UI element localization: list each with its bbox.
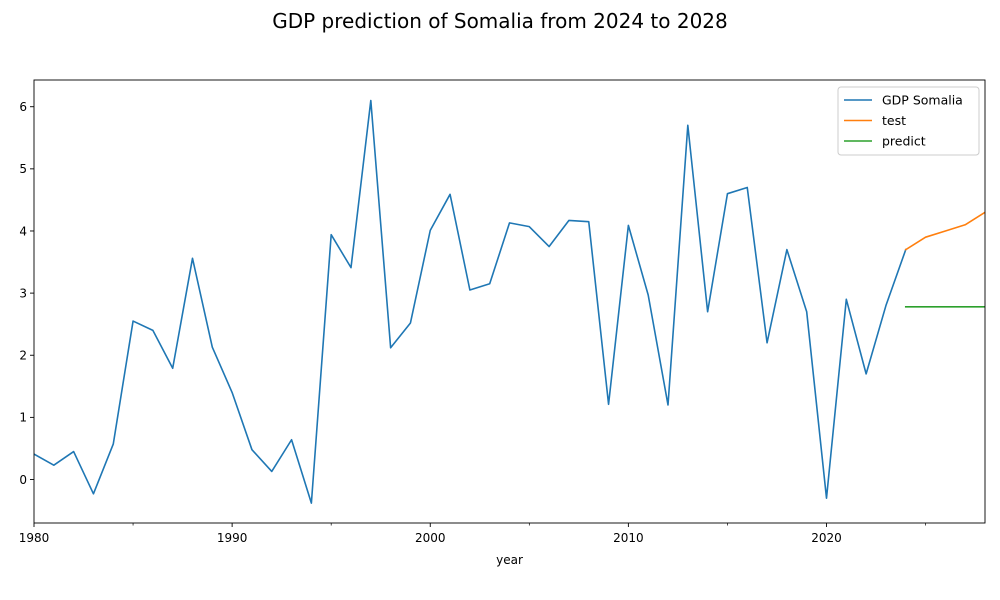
legend-label: GDP Somalia	[882, 93, 963, 108]
series-line-gdp-somalia	[34, 99, 907, 504]
x-axis-label: year	[496, 553, 523, 567]
y-tick-label: 2	[19, 349, 27, 363]
y-tick-label: 1	[19, 411, 27, 425]
legend-box	[837, 86, 980, 156]
y-tick-label: 0	[19, 473, 27, 487]
plot-area: 1980 1990 2000 2010 2020 0 1 2 3 4 5 6	[19, 79, 986, 545]
x-tick-label: 2020	[811, 531, 842, 545]
legend-label: predict	[882, 134, 926, 149]
y-tick-label: 4	[19, 224, 27, 238]
series-lines	[34, 99, 985, 504]
legend-label: test	[882, 113, 906, 128]
y-tick-label: 3	[19, 286, 27, 300]
y-tick-label: 6	[19, 100, 27, 114]
x-tick-label: 1980	[19, 531, 50, 545]
y-tick-label: 5	[19, 162, 27, 176]
legend: GDP Somalia test predict	[837, 86, 980, 156]
x-tick-label: 2000	[415, 531, 446, 545]
x-tick-label: 1990	[217, 531, 248, 545]
x-tick-label: 2010	[613, 531, 644, 545]
series-line-test	[904, 211, 985, 251]
chart-title: GDP prediction of Somalia from 2024 to 2…	[272, 9, 728, 33]
plot-frame	[33, 79, 986, 524]
